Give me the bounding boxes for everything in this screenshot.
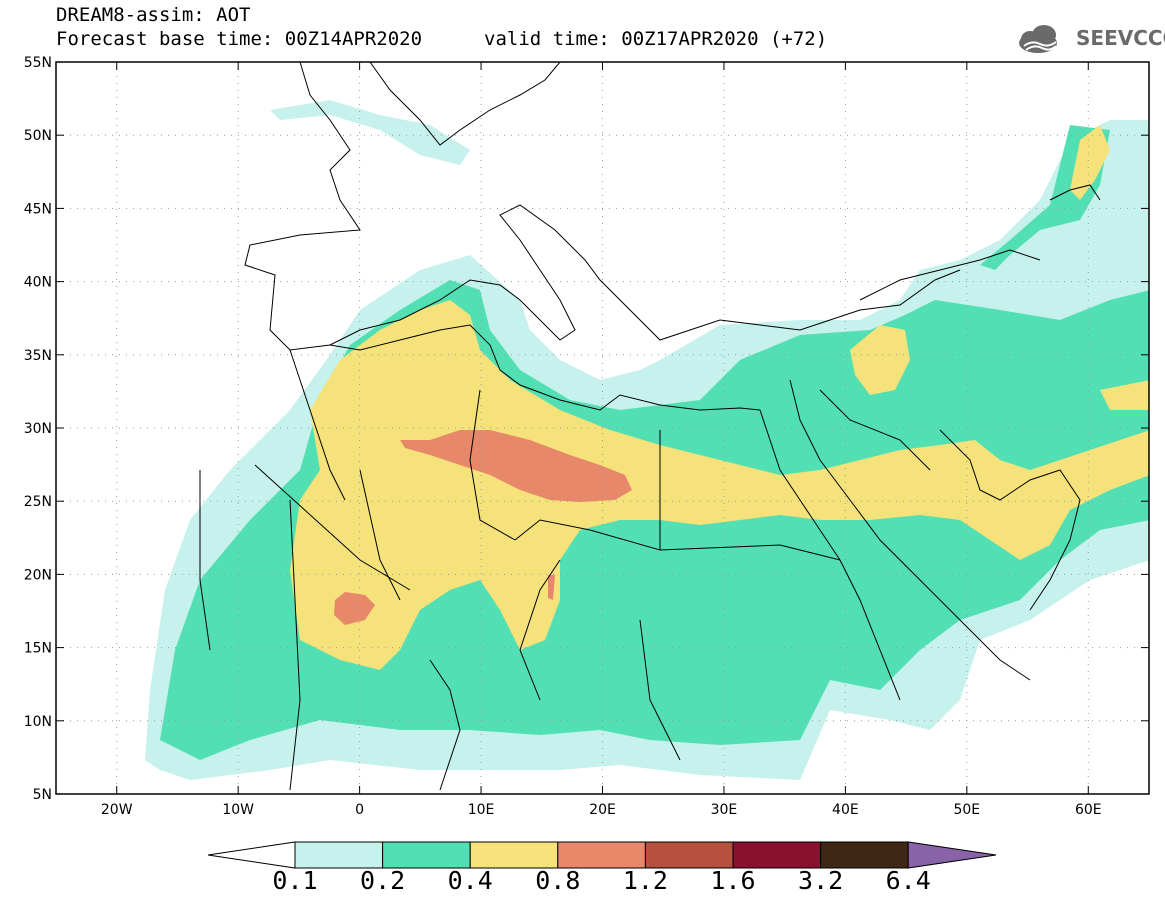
lat-label: 30N — [24, 421, 52, 437]
aot-level-0.2 — [160, 125, 1149, 760]
valid-time: valid time: 00Z17APR2020 (+72) — [484, 28, 828, 50]
colorbar-label: 0.4 — [447, 866, 493, 895]
map-title: DREAM8-assim: AOT — [56, 4, 251, 26]
colorbar-label: 1.6 — [710, 866, 756, 895]
colorbar-label: 3.2 — [798, 866, 844, 895]
colorbar-label: 0.8 — [535, 866, 581, 895]
lat-label: 50N — [24, 128, 52, 144]
forecast-base-time: Forecast base time: 00Z14APR2020 — [56, 28, 423, 50]
lon-label: 20W — [101, 802, 133, 818]
map-axes: 55N 50N 45N 40N 35N 30N 25N 20N 15N 10N 5N 20W 10W 0 1… — [24, 55, 1149, 818]
lat-label: 45N — [24, 201, 52, 217]
lat-label: 40N — [24, 275, 52, 291]
lat-label: 55N — [24, 55, 52, 71]
colorbar — [207, 841, 997, 869]
colorbar-segment — [469, 841, 559, 869]
colorbar-over-triangle — [907, 841, 997, 869]
lon-label: 10E — [468, 802, 495, 818]
lat-label: 15N — [24, 641, 52, 657]
aot-level-0.8 — [334, 430, 632, 625]
lon-label: 0 — [355, 802, 364, 818]
colorbar-segment — [644, 841, 734, 869]
lon-label: 30E — [711, 802, 738, 818]
lat-label: 10N — [24, 714, 52, 730]
lon-label: 20E — [589, 802, 616, 818]
colorbar-label: 6.4 — [885, 866, 931, 895]
lon-label: 50E — [953, 802, 980, 818]
colorbar-segment — [294, 841, 384, 869]
colorbar-segment — [382, 841, 471, 869]
lat-label: 35N — [24, 348, 52, 364]
colorbar-segment — [732, 841, 822, 869]
colorbar-label: 0.2 — [360, 866, 406, 895]
colorbar-segment — [557, 841, 646, 869]
cloud-logo-icon — [1019, 25, 1057, 53]
colorbar-label: 1.2 — [622, 866, 668, 895]
logo-text: SEEVCCC — [1076, 26, 1165, 50]
lon-label: 60E — [1075, 802, 1102, 818]
lat-label: 5N — [33, 787, 52, 803]
lat-lon-grid — [56, 62, 1149, 794]
colorbar-label: 0.1 — [272, 866, 318, 895]
colorbar-segment — [820, 841, 909, 869]
colorbar-under-triangle — [207, 841, 296, 869]
lat-label: 25N — [24, 494, 52, 510]
lon-label: 40E — [832, 802, 859, 818]
lon-label: 10W — [222, 802, 254, 818]
lat-label: 20N — [24, 567, 52, 583]
coastlines — [199, 62, 1101, 791]
